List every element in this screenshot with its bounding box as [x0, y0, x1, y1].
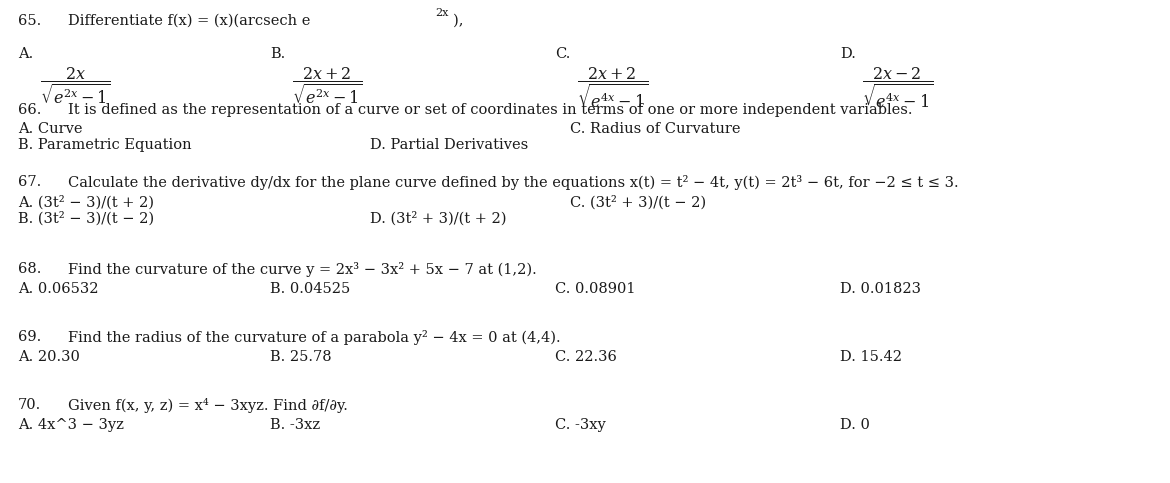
Text: B. 0.04525: B. 0.04525 — [270, 282, 350, 296]
Text: A. 4x^3 − 3yz: A. 4x^3 − 3yz — [18, 418, 124, 432]
Text: 68.: 68. — [18, 262, 41, 276]
Text: B. Parametric Equation: B. Parametric Equation — [18, 138, 192, 152]
Text: B. (3t² − 3)/(t − 2): B. (3t² − 3)/(t − 2) — [18, 211, 154, 226]
Text: C. Radius of Curvature: C. Radius of Curvature — [570, 122, 741, 136]
Text: 70.: 70. — [18, 398, 41, 412]
Text: 67.: 67. — [18, 175, 41, 189]
Text: 66.: 66. — [18, 103, 41, 117]
Text: Differentiate f(x) = (x)(arcsech e: Differentiate f(x) = (x)(arcsech e — [68, 14, 310, 28]
Text: A.: A. — [18, 47, 33, 61]
Text: D. 15.42: D. 15.42 — [840, 350, 902, 364]
Text: B. -3xz: B. -3xz — [270, 418, 321, 432]
Text: D.: D. — [840, 47, 856, 61]
Text: Given f(x, y, z) = x⁴ − 3xyz. Find ∂f/∂y.: Given f(x, y, z) = x⁴ − 3xyz. Find ∂f/∂y… — [68, 398, 347, 413]
Text: A. 20.30: A. 20.30 — [18, 350, 80, 364]
Text: C.: C. — [555, 47, 571, 61]
Text: D. Partial Derivatives: D. Partial Derivatives — [370, 138, 528, 152]
Text: $\dfrac{2x-2}{\sqrt{e^{4x}-1}}$: $\dfrac{2x-2}{\sqrt{e^{4x}-1}}$ — [862, 65, 934, 110]
Text: B.: B. — [270, 47, 285, 61]
Text: C. (3t² + 3)/(t − 2): C. (3t² + 3)/(t − 2) — [570, 195, 707, 209]
Text: $\dfrac{2x+2}{\sqrt{e^{2x}-1}}$: $\dfrac{2x+2}{\sqrt{e^{2x}-1}}$ — [292, 65, 363, 106]
Text: 65.: 65. — [18, 14, 41, 28]
Text: D. 0.01823: D. 0.01823 — [840, 282, 921, 296]
Text: Find the radius of the curvature of a parabola y² − 4x = 0 at (4,4).: Find the radius of the curvature of a pa… — [68, 330, 560, 345]
Text: C. 0.08901: C. 0.08901 — [555, 282, 635, 296]
Text: B. 25.78: B. 25.78 — [270, 350, 331, 364]
Text: Find the curvature of the curve y = 2x³ − 3x² + 5x − 7 at (1,2).: Find the curvature of the curve y = 2x³ … — [68, 262, 537, 277]
Text: ),: ), — [453, 14, 468, 28]
Text: D. 0: D. 0 — [840, 418, 869, 432]
Text: C. -3xy: C. -3xy — [555, 418, 606, 432]
Text: A. 0.06532: A. 0.06532 — [18, 282, 98, 296]
Text: 69.: 69. — [18, 330, 41, 344]
Text: A. Curve: A. Curve — [18, 122, 83, 136]
Text: A. (3t² − 3)/(t + 2): A. (3t² − 3)/(t + 2) — [18, 195, 154, 209]
Text: D. (3t² + 3)/(t + 2): D. (3t² + 3)/(t + 2) — [370, 211, 507, 226]
Text: $\dfrac{2x+2}{\sqrt{e^{4x}-1}}$: $\dfrac{2x+2}{\sqrt{e^{4x}-1}}$ — [577, 65, 648, 110]
Text: Calculate the derivative dy/dx for the plane curve defined by the equations x(t): Calculate the derivative dy/dx for the p… — [68, 175, 958, 190]
Text: C. 22.36: C. 22.36 — [555, 350, 617, 364]
Text: $\dfrac{2x}{\sqrt{e^{2x}-1}}$: $\dfrac{2x}{\sqrt{e^{2x}-1}}$ — [40, 65, 111, 106]
Text: 2x: 2x — [435, 8, 448, 18]
Text: It is defined as the representation of a curve or set of coordinates in terms of: It is defined as the representation of a… — [68, 103, 913, 117]
